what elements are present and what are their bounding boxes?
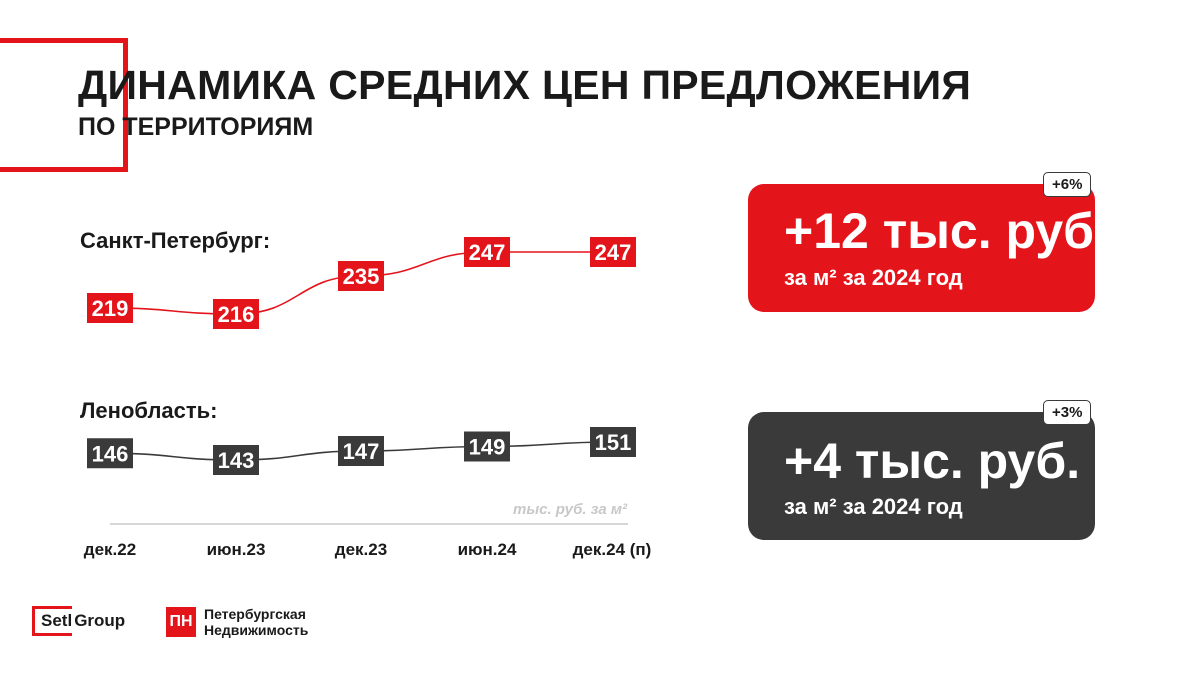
- data-label: 151: [595, 430, 632, 455]
- page-title: ДИНАМИКА СРЕДНИХ ЦЕН ПРЕДЛОЖЕНИЯ: [78, 62, 972, 108]
- card-lo-desc: за м² за 2024 год: [784, 494, 963, 519]
- data-label-box: [87, 293, 133, 323]
- badge-spb-percent: +6%: [1043, 172, 1092, 197]
- corner-bracket-bottom: [0, 167, 128, 172]
- setl-logo-part2: Group: [74, 611, 126, 630]
- x-tick-label: июн.24: [458, 540, 517, 559]
- data-label-box: [590, 237, 636, 267]
- data-label-box: [590, 427, 636, 457]
- card-spb-value: +12 тыс. руб.: [784, 203, 1108, 259]
- card-lo: +4 тыс. руб. за м² за 2024 год: [748, 412, 1095, 540]
- data-label: 235: [343, 264, 380, 289]
- data-label-box: [87, 438, 133, 469]
- data-label-box: [464, 431, 510, 462]
- data-label-box: [338, 436, 384, 466]
- pn-logo-line1: Петербургская: [204, 606, 306, 622]
- setl-logo-part1: Setl: [32, 606, 73, 636]
- pn-logo: ПН Петербургская Недвижимость: [166, 606, 308, 638]
- x-tick-label: июн.23: [207, 540, 266, 559]
- data-label: 149: [469, 435, 506, 460]
- card-spb: +12 тыс. руб. за м² за 2024 год: [748, 184, 1108, 312]
- pn-logo-text: Петербургская Недвижимость: [204, 606, 308, 638]
- series-label-lo: Ленобласть:: [80, 398, 218, 423]
- card-spb-desc: за м² за 2024 год: [784, 265, 963, 290]
- data-label: 219: [92, 296, 129, 321]
- corner-bracket-top: [0, 38, 128, 43]
- x-tick-label: дек.23: [335, 540, 387, 559]
- setl-group-logo: Setl Group: [32, 603, 125, 639]
- data-label: 247: [595, 240, 632, 265]
- corner-bracket-side: [123, 38, 128, 172]
- data-label: 247: [469, 240, 506, 265]
- data-label-box: [213, 299, 259, 329]
- badge-lo-percent: +3%: [1043, 400, 1092, 425]
- pn-logo-line2: Недвижимость: [204, 622, 309, 638]
- data-label-box: [338, 261, 384, 291]
- series-label-spb: Санкт-Петербург:: [80, 228, 271, 253]
- page-subtitle: ПО ТЕРРИТОРИЯМ: [78, 113, 314, 141]
- data-label-box: [464, 237, 510, 267]
- data-label: 216: [218, 302, 255, 327]
- x-tick-label: дек.24 (п): [573, 540, 652, 559]
- line-chart: 219 216 235 247 247 146 143 147 149 151 тыс. руб. …: [84, 237, 652, 559]
- card-lo-value: +4 тыс. руб.: [784, 433, 1081, 489]
- data-label-box: [213, 445, 259, 475]
- pn-logo-mark: ПН: [166, 607, 196, 637]
- unit-label: тыс. руб. за м²: [513, 501, 628, 518]
- data-label: 147: [343, 439, 380, 464]
- data-label: 146: [92, 441, 129, 466]
- data-label: 143: [218, 448, 255, 473]
- x-tick-label: дек.22: [84, 540, 136, 559]
